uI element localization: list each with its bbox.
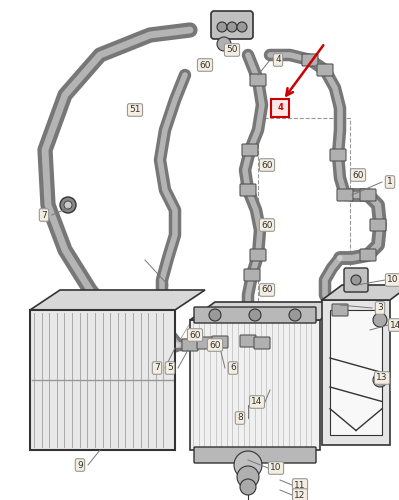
- Text: 14: 14: [390, 320, 399, 330]
- Text: 60: 60: [352, 170, 364, 179]
- Polygon shape: [190, 302, 345, 320]
- FancyBboxPatch shape: [211, 11, 253, 39]
- FancyBboxPatch shape: [317, 64, 333, 76]
- FancyBboxPatch shape: [344, 268, 368, 292]
- FancyBboxPatch shape: [240, 184, 256, 196]
- Circle shape: [64, 201, 72, 209]
- Circle shape: [373, 313, 387, 327]
- Circle shape: [217, 22, 227, 32]
- Polygon shape: [322, 285, 399, 300]
- Text: 51: 51: [129, 106, 141, 114]
- Text: 11: 11: [294, 480, 306, 490]
- Circle shape: [227, 22, 237, 32]
- Circle shape: [289, 309, 301, 321]
- Circle shape: [60, 197, 76, 213]
- Text: 7: 7: [41, 210, 47, 220]
- FancyBboxPatch shape: [194, 447, 316, 463]
- FancyBboxPatch shape: [250, 74, 266, 86]
- FancyBboxPatch shape: [332, 304, 348, 316]
- Polygon shape: [30, 290, 205, 310]
- FancyBboxPatch shape: [337, 189, 353, 201]
- Circle shape: [351, 275, 361, 285]
- Text: 9: 9: [77, 460, 83, 469]
- FancyBboxPatch shape: [194, 307, 316, 323]
- Text: 60: 60: [209, 340, 221, 349]
- Polygon shape: [30, 310, 175, 450]
- Text: 60: 60: [261, 286, 273, 294]
- FancyBboxPatch shape: [244, 269, 260, 281]
- FancyBboxPatch shape: [330, 149, 346, 161]
- Text: 60: 60: [189, 330, 201, 340]
- FancyBboxPatch shape: [182, 339, 198, 351]
- Text: 4: 4: [275, 56, 281, 64]
- Text: 1: 1: [387, 178, 393, 186]
- Circle shape: [240, 479, 256, 495]
- Text: 8: 8: [237, 414, 243, 422]
- Text: 13: 13: [376, 374, 388, 382]
- Text: 5: 5: [167, 364, 173, 372]
- Text: 3: 3: [377, 304, 383, 312]
- FancyBboxPatch shape: [212, 336, 228, 348]
- Circle shape: [209, 309, 221, 321]
- Text: 10: 10: [387, 276, 399, 284]
- Circle shape: [237, 22, 247, 32]
- FancyBboxPatch shape: [250, 249, 266, 261]
- Text: 4: 4: [277, 104, 283, 112]
- Text: 60: 60: [261, 160, 273, 170]
- FancyBboxPatch shape: [370, 219, 386, 231]
- Circle shape: [373, 373, 387, 387]
- Text: 60: 60: [261, 220, 273, 230]
- Text: 7: 7: [154, 364, 160, 372]
- Text: 50: 50: [226, 46, 238, 54]
- Circle shape: [249, 309, 261, 321]
- FancyBboxPatch shape: [302, 54, 318, 66]
- Text: 60: 60: [199, 60, 211, 70]
- Bar: [30, 310, 175, 450]
- Bar: [330, 310, 382, 435]
- FancyBboxPatch shape: [242, 144, 258, 156]
- Circle shape: [237, 466, 259, 488]
- FancyBboxPatch shape: [254, 337, 270, 349]
- Text: 14: 14: [251, 398, 263, 406]
- Text: 6: 6: [230, 364, 236, 372]
- FancyBboxPatch shape: [240, 335, 256, 347]
- Circle shape: [234, 451, 262, 479]
- Circle shape: [217, 37, 231, 51]
- Polygon shape: [322, 300, 390, 445]
- FancyBboxPatch shape: [360, 189, 376, 201]
- FancyBboxPatch shape: [360, 249, 376, 261]
- Text: 10: 10: [270, 464, 282, 472]
- Text: 12: 12: [294, 490, 306, 500]
- Polygon shape: [190, 320, 320, 450]
- FancyBboxPatch shape: [271, 99, 289, 117]
- FancyBboxPatch shape: [197, 337, 213, 349]
- Bar: [258, 118, 350, 318]
